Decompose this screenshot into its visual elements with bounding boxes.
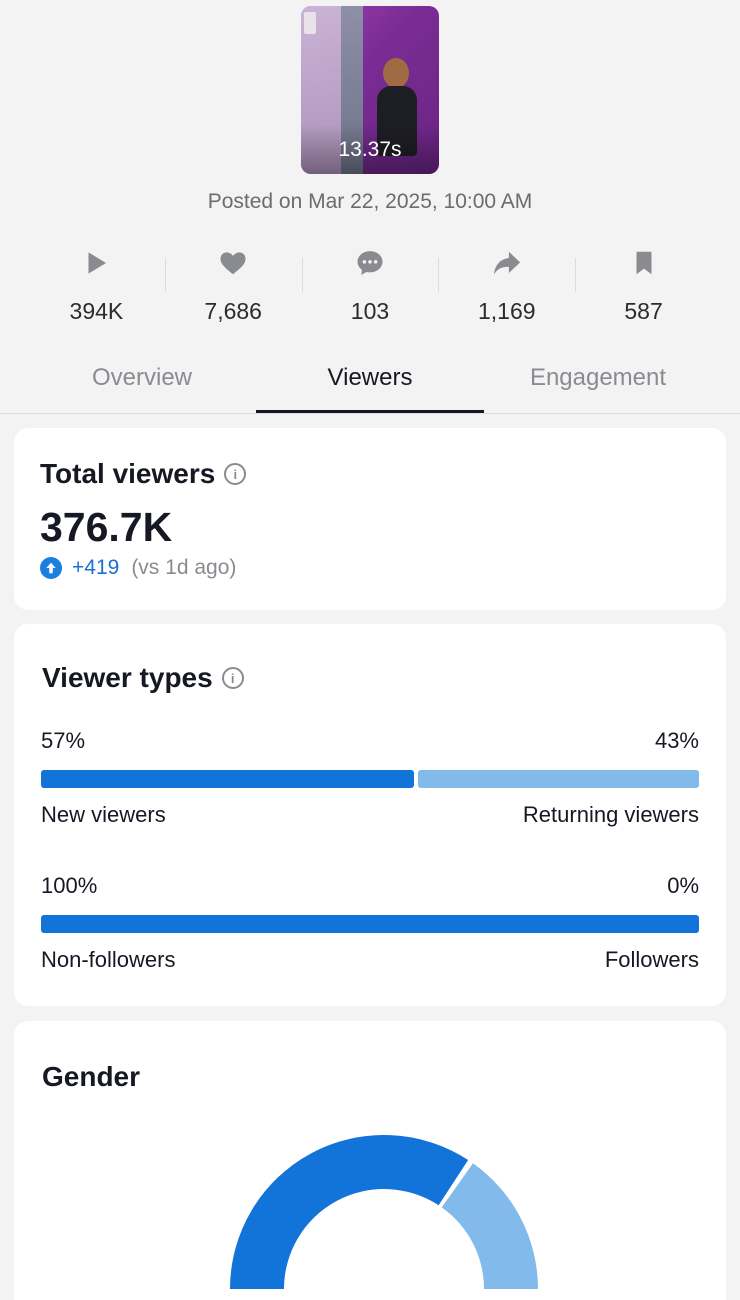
arrow-up-icon	[40, 557, 62, 579]
viewer-types-title: Viewer types i	[42, 662, 244, 694]
viewers-change: +419 (vs 1d ago)	[40, 556, 236, 580]
bookmark-icon	[629, 248, 659, 278]
returning-viewers-pct: 43%	[654, 728, 699, 753]
followers-bar	[41, 915, 699, 933]
play-icon	[81, 248, 111, 278]
info-icon[interactable]: i	[224, 463, 247, 485]
tabs-divider	[0, 413, 740, 414]
thumbnail-door	[301, 6, 341, 174]
new-viewers-bar	[41, 770, 414, 788]
stat-value: 394K	[69, 298, 124, 324]
tab-overview[interactable]: Overview	[91, 364, 193, 391]
info-icon[interactable]: i	[221, 667, 244, 689]
thumbnail-shade	[301, 124, 439, 174]
stats-row: 394K 7,686 103 1,169 587	[28, 240, 712, 330]
stat-likes: 7,686	[164, 240, 302, 330]
total-viewers-title: Total viewers i	[40, 458, 247, 490]
thumbnail-person-head	[383, 58, 409, 88]
heart-icon	[218, 248, 248, 278]
gender-arc-secondary	[441, 1163, 538, 1289]
new-vs-returning: 57% 43% New viewers Returning viewers	[41, 728, 699, 828]
viewers-delta: +419	[72, 556, 120, 579]
total-viewers-title-text: Total viewers	[40, 458, 216, 489]
stat-value: 587	[624, 298, 663, 324]
comment-icon	[355, 248, 385, 278]
followers-label: Followers	[604, 947, 699, 972]
stat-comments: 103	[301, 240, 439, 330]
non-followers-label: Non-followers	[41, 947, 176, 972]
viewer-types-card: Viewer types i 57% 43% New viewers Retur…	[14, 624, 726, 1006]
gender-arc-primary	[230, 1135, 469, 1289]
returning-viewers-label: Returning viewers	[522, 802, 699, 827]
total-viewers-value: 376.7K	[40, 504, 173, 550]
stat-views: 394K	[28, 240, 165, 330]
video-thumbnail[interactable]: 13.37s	[301, 6, 439, 174]
stat-value: 103	[350, 298, 390, 324]
viewers-comparison: (vs 1d ago)	[131, 556, 237, 579]
stat-value: 1,169	[478, 298, 536, 324]
followers-pct: 0%	[667, 873, 699, 898]
tab-engagement[interactable]: Engagement	[529, 364, 667, 391]
gender-donut-chart	[230, 1135, 538, 1289]
thumbnail-glass	[341, 6, 363, 174]
thumbnail-person-body	[377, 86, 417, 156]
stat-saves: 587	[575, 240, 712, 330]
tab-viewers[interactable]: Viewers	[256, 356, 484, 414]
non-followers-bar	[41, 915, 699, 933]
thumbnail-sign	[304, 12, 316, 34]
share-icon	[492, 248, 522, 278]
non-followers-pct: 100%	[41, 873, 98, 898]
viewer-types-title-text: Viewer types	[42, 662, 213, 693]
returning-viewers-bar	[417, 770, 699, 788]
total-viewers-card: Total viewers i 376.7K +419 (vs 1d ago)	[14, 428, 726, 610]
new-returning-bar	[41, 770, 699, 788]
followers-split: 100% 0% Non-followers Followers	[41, 873, 699, 973]
gender-card: Gender	[14, 1021, 726, 1300]
stat-shares: 1,169	[438, 240, 575, 330]
analytics-tabs: Overview Viewers Engagement	[28, 356, 712, 414]
stat-value: 7,686	[204, 298, 262, 324]
new-viewers-label: New viewers	[41, 802, 166, 827]
video-duration: 13.37s	[338, 138, 402, 161]
new-viewers-pct: 57%	[41, 728, 86, 753]
gender-title: Gender	[42, 1061, 141, 1092]
posted-date: Posted on Mar 22, 2025, 10:00 AM	[207, 190, 533, 213]
